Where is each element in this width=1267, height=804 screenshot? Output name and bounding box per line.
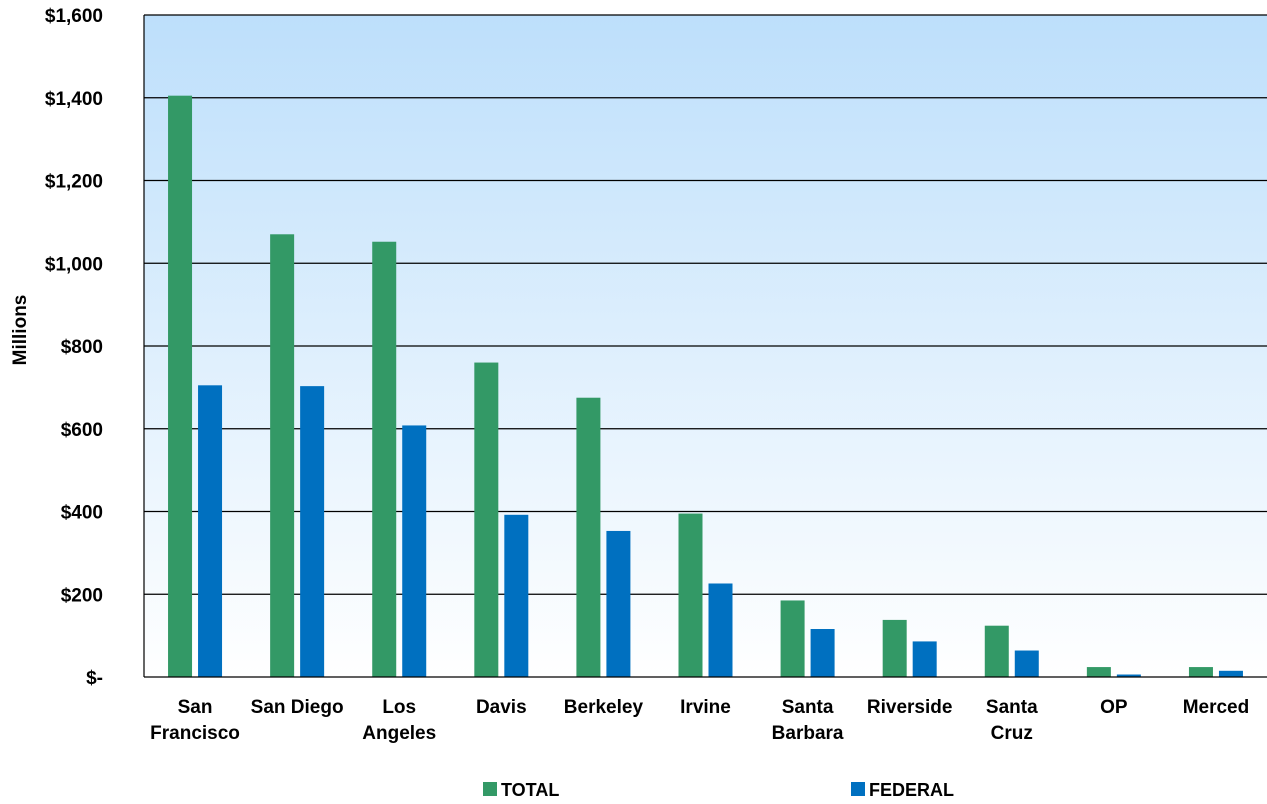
x-category-label: Davis (476, 697, 527, 718)
bar-federal (708, 583, 733, 677)
bar-federal (606, 530, 631, 677)
x-category-label: Los Angeles (362, 697, 436, 744)
x-category-label: OP (1100, 697, 1128, 718)
bar-total (474, 362, 499, 677)
bar-federal (300, 386, 325, 677)
bar-total (1188, 667, 1213, 677)
bar-federal (810, 629, 835, 677)
bar-total (372, 241, 397, 678)
x-category-label: San Diego (251, 697, 344, 718)
y-tick-label: $1,000 (45, 254, 103, 275)
bar-total (576, 397, 601, 677)
x-category-label: Santa Cruz (986, 697, 1038, 744)
bar-total (1086, 667, 1111, 677)
bar-total (678, 513, 703, 677)
bar-total (270, 234, 295, 677)
x-category-label: Merced (1183, 697, 1250, 718)
bar-federal (1218, 670, 1243, 677)
x-category-label: Santa Barbara (772, 697, 844, 744)
y-tick-label: $- (86, 668, 103, 689)
x-category-label: Berkeley (564, 697, 644, 718)
y-tick-label: $1,400 (45, 89, 103, 110)
y-axis-ticks: $- $200 $400 $600 $800 $1,000 $1,200 $1,400 $1,6… (45, 6, 103, 689)
bar-federal (198, 385, 223, 677)
legend-label-federal: FEDERAL (869, 780, 954, 800)
bar-federal (402, 425, 427, 677)
x-axis-categories: San Francisco San Diego Los Angeles Davis Berk… (150, 697, 1249, 744)
legend: TOTAL FEDERAL (483, 780, 954, 800)
y-axis-label: Millions (10, 295, 31, 366)
bar-total (984, 625, 1009, 677)
legend-swatch-total (483, 782, 497, 796)
bar-total (882, 619, 907, 677)
y-tick-label: $400 (61, 503, 103, 524)
y-tick-label: $200 (61, 585, 103, 606)
gridlines (144, 14, 1267, 595)
bar-federal (1014, 650, 1039, 677)
y-tick-label: $600 (61, 420, 103, 441)
legend-swatch-federal (851, 782, 865, 796)
bar-total (780, 600, 805, 677)
y-tick-label: $1,200 (45, 172, 103, 193)
x-category-label: San Francisco (150, 697, 240, 744)
bars (168, 95, 1243, 678)
bar-federal (912, 641, 937, 677)
y-tick-label: $1,600 (45, 6, 103, 27)
x-category-label: Riverside (867, 697, 953, 718)
legend-label-total: TOTAL (501, 780, 559, 800)
x-category-label: Irvine (680, 697, 731, 718)
bar-federal (1116, 674, 1141, 677)
bar-federal (504, 514, 529, 677)
bar-total (168, 95, 193, 677)
y-tick-label: $800 (61, 337, 103, 358)
